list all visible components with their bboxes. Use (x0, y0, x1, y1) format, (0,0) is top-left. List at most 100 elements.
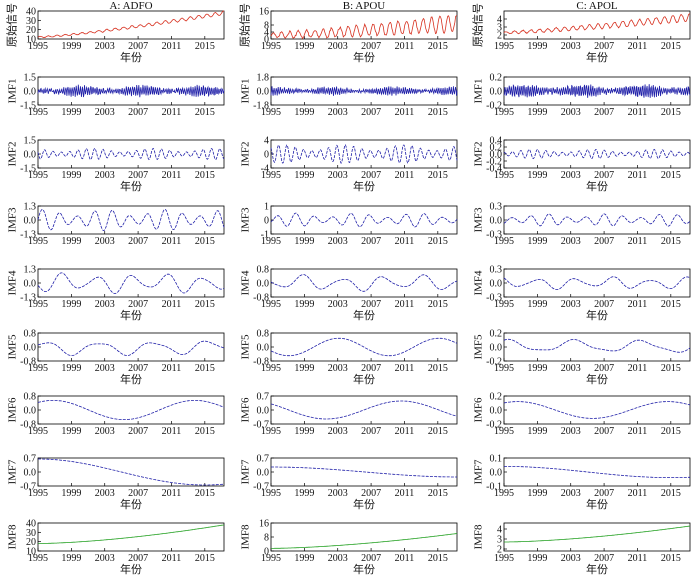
y-tick-label: 0.7 (257, 454, 270, 465)
y-tick-label: 1.5 (24, 136, 37, 147)
x-tick-label: 2007 (594, 236, 614, 247)
x-tick-label: 1995 (494, 553, 514, 564)
x-tick-label: 1999 (527, 107, 547, 118)
x-axis-label: 年份 (586, 497, 608, 511)
x-tick-label: 2015 (428, 426, 448, 437)
x-tick-label: 2011 (395, 236, 415, 247)
x-tick-label: 2007 (594, 426, 614, 437)
y-tick-label: 0.0 (24, 150, 37, 161)
x-tick-label: 2003 (95, 236, 115, 247)
x-tick-label: 1995 (28, 553, 48, 564)
x-tick-label: 2015 (661, 41, 681, 52)
x-tick-label: 2007 (128, 299, 148, 310)
x-tick-label: 1995 (28, 426, 48, 437)
y-tick-label: 0.0 (24, 468, 37, 479)
series-line (504, 466, 691, 478)
x-tick-label: 1999 (527, 363, 547, 374)
x-tick-label: 2003 (561, 170, 581, 181)
x-tick-label: 2007 (128, 363, 148, 374)
x-tick-label: 1995 (261, 41, 281, 52)
x-tick-label: 2007 (361, 170, 381, 181)
x-tick-label: 2015 (428, 41, 448, 52)
x-tick-label: 1999 (294, 170, 314, 181)
axes-frame (503, 395, 691, 425)
y-tick-label: 0 (264, 35, 269, 46)
x-tick-label: 2003 (95, 426, 115, 437)
series-line (271, 466, 457, 478)
y-tick-label: 0.0 (24, 406, 37, 417)
x-tick-label: 2011 (628, 41, 648, 52)
y-tick-label: 1.8 (257, 73, 270, 84)
y-axis-label: IMF5 (240, 334, 252, 360)
x-tick-label: 1999 (527, 299, 547, 310)
y-tick-label: 0.0 (490, 343, 503, 354)
x-tick-label: 2003 (328, 299, 348, 310)
series-line (270, 86, 458, 96)
x-tick-label: 2011 (628, 236, 648, 247)
y-tick-label: 0.0 (24, 216, 37, 227)
x-axis-label: 年份 (120, 497, 142, 511)
x-tick-label: 2007 (128, 488, 148, 499)
x-tick-label: 2007 (128, 553, 148, 564)
series-line (270, 337, 458, 357)
y-axis-label: IMF3 (7, 207, 19, 233)
y-axis-label: IMF7 (240, 459, 252, 485)
y-tick-label: 8 (264, 533, 269, 544)
x-tick-label: 2003 (95, 41, 115, 52)
x-tick-label: 1999 (61, 553, 81, 564)
y-axis-label: IMF6 (240, 397, 252, 423)
x-tick-label: 1999 (527, 488, 547, 499)
x-tick-label: 1999 (61, 488, 81, 499)
x-tick-label: 2015 (195, 236, 215, 247)
x-tick-label: 2003 (561, 426, 581, 437)
x-axis-label: 年份 (120, 308, 142, 322)
x-tick-label: 2015 (195, 488, 215, 499)
axes-frame (503, 522, 691, 552)
x-axis-label: 年份 (120, 372, 142, 386)
series-line (37, 272, 225, 294)
series-line (504, 525, 691, 543)
x-tick-label: 1999 (294, 107, 314, 118)
x-tick-label: 2015 (661, 488, 681, 499)
x-tick-label: 2011 (628, 170, 648, 181)
x-tick-label: 1995 (28, 488, 48, 499)
x-tick-label: 1999 (527, 426, 547, 437)
x-tick-label: 1995 (261, 488, 281, 499)
series-line (503, 338, 691, 353)
x-tick-label: 2003 (561, 553, 581, 564)
x-tick-label: 2011 (162, 236, 182, 247)
x-tick-label: 2007 (128, 426, 148, 437)
x-tick-label: 2011 (395, 170, 415, 181)
y-tick-label: 0.0 (490, 406, 503, 417)
x-tick-label: 1995 (261, 170, 281, 181)
x-tick-label: 2015 (661, 236, 681, 247)
series-line (503, 13, 691, 35)
y-tick-label: -0.1 (486, 482, 502, 493)
axes-frame (503, 457, 691, 487)
x-tick-label: 2003 (95, 363, 115, 374)
x-tick-label: 1999 (61, 426, 81, 437)
y-axis-label: IMF8 (7, 524, 19, 550)
y-tick-label: 0 (264, 547, 269, 558)
series-line (503, 148, 691, 160)
y-tick-label: -1 (261, 230, 269, 241)
y-axis-label: IMF6 (7, 397, 19, 423)
y-tick-label: -0.7 (253, 482, 269, 493)
x-tick-label: 2011 (162, 41, 182, 52)
x-tick-label: 2015 (195, 170, 215, 181)
x-tick-label: 1995 (494, 236, 514, 247)
y-tick-label: -1.8 (253, 101, 269, 112)
axes-frame (37, 457, 225, 487)
x-axis-label: 年份 (353, 497, 375, 511)
x-tick-label: 1999 (294, 363, 314, 374)
y-tick-label: 1.5 (24, 73, 37, 84)
series-line (37, 400, 225, 420)
axes-frame (37, 332, 225, 362)
series-line (270, 212, 458, 228)
